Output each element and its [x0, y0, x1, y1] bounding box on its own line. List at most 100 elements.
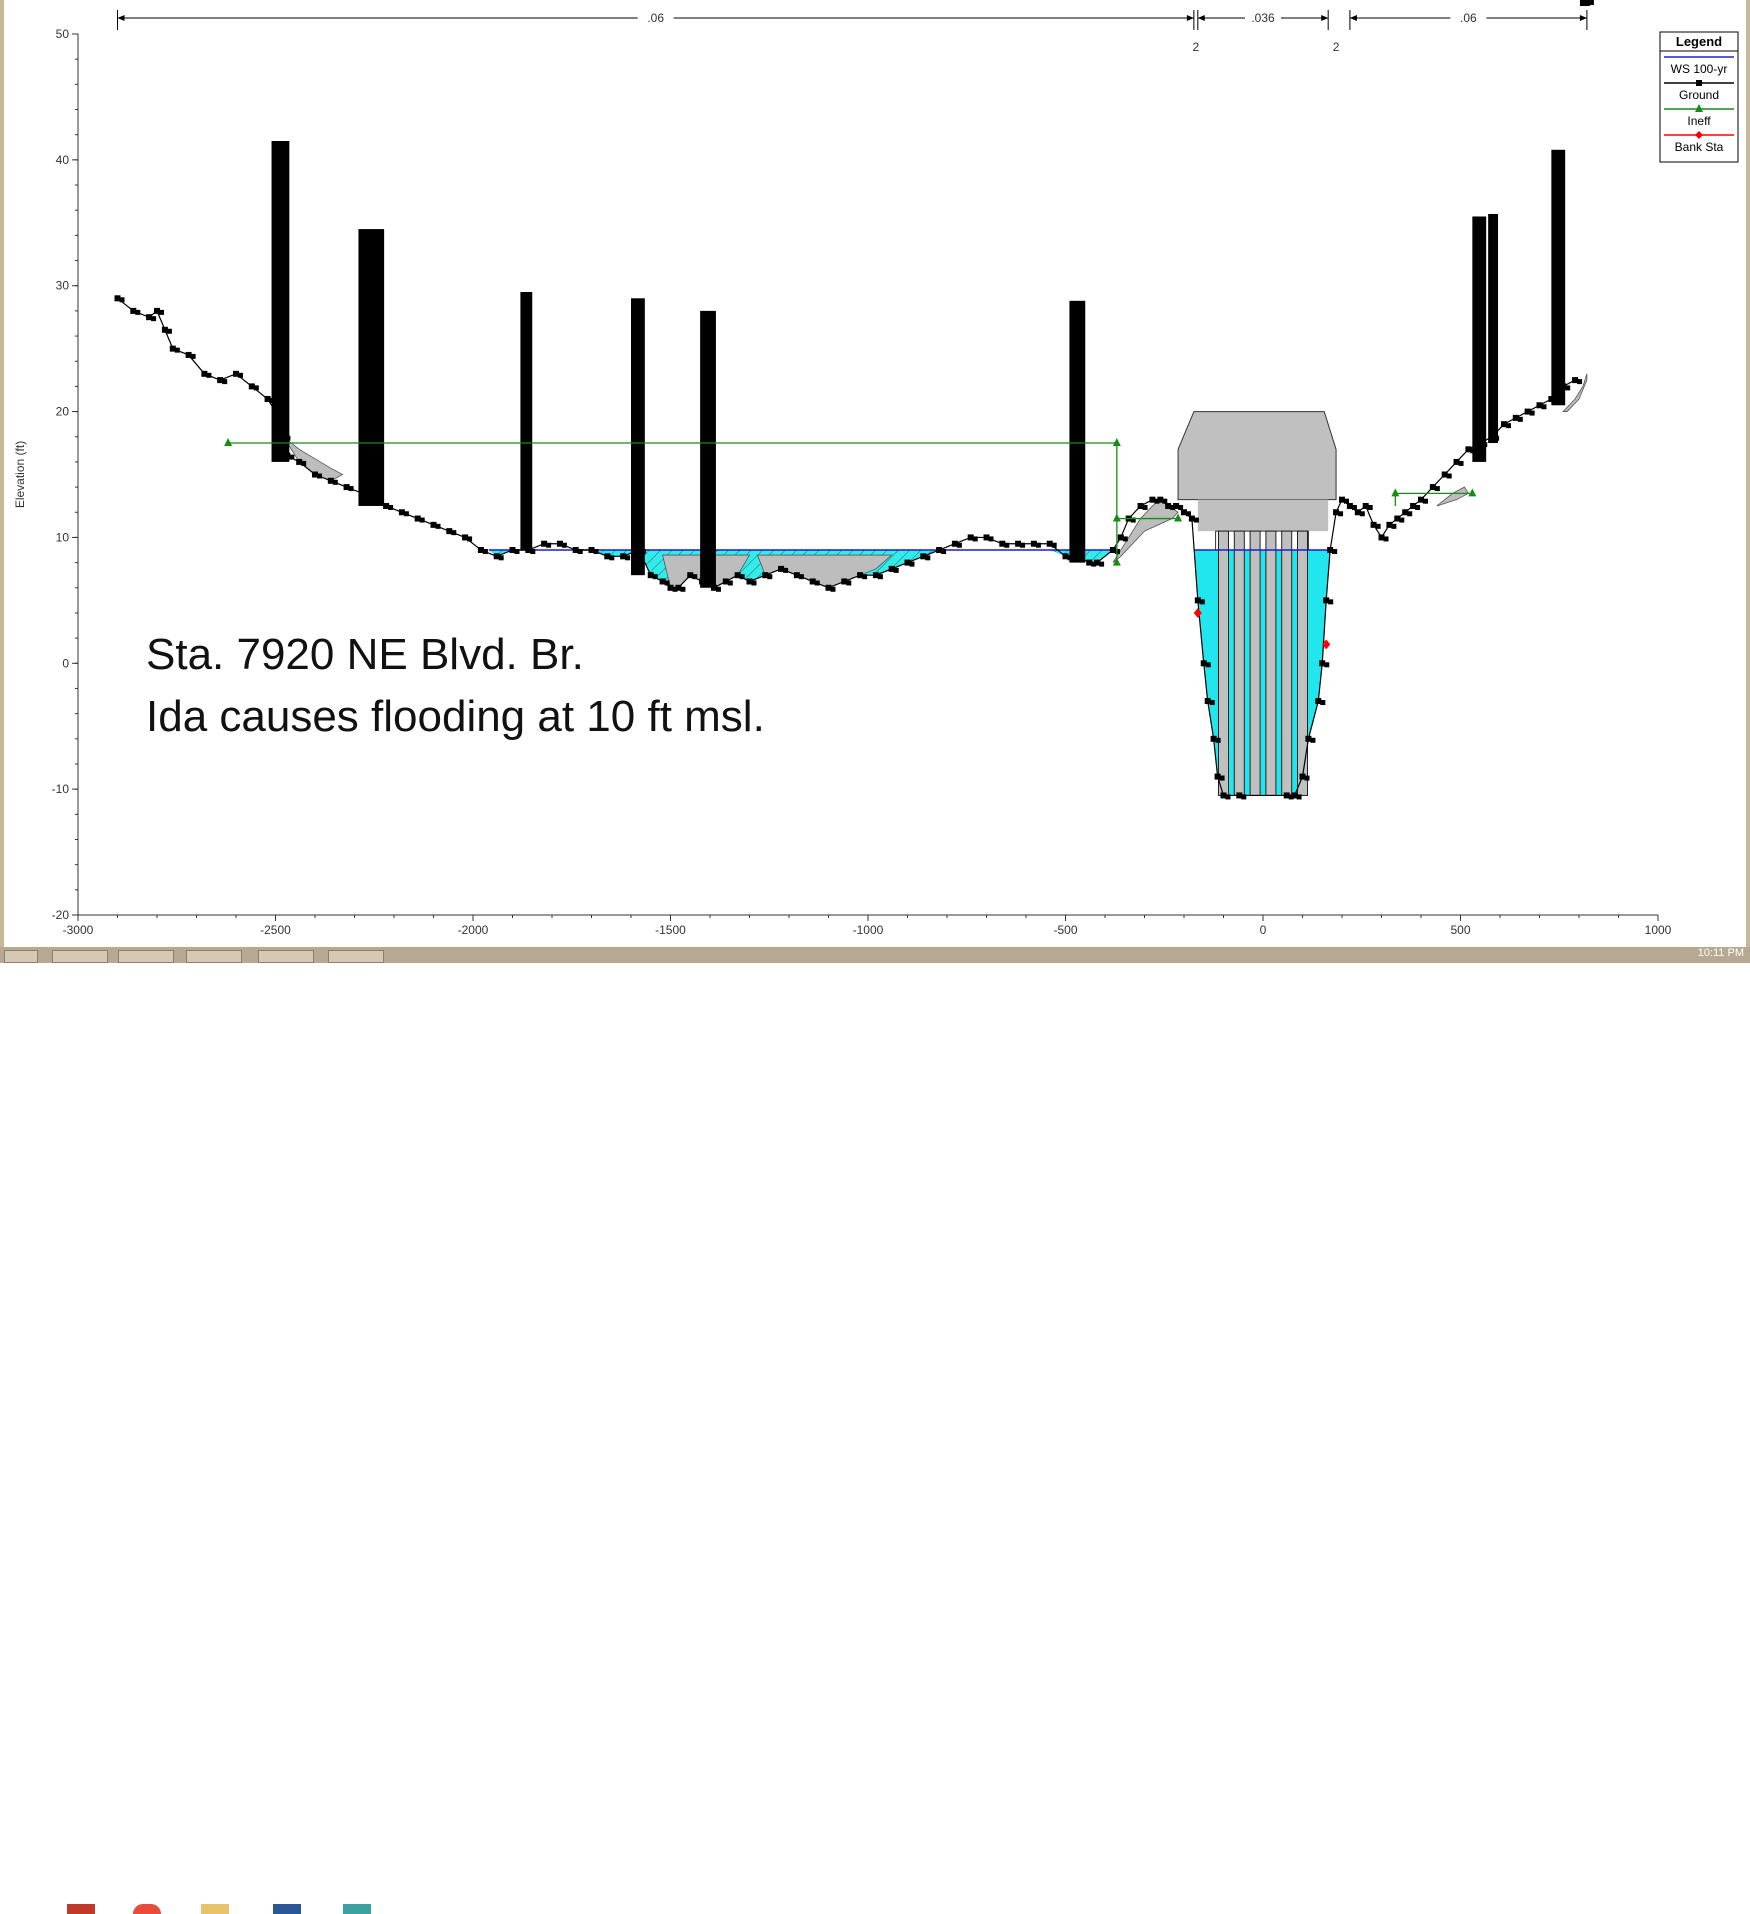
word-icon — [273, 1904, 301, 1914]
ineff-marker — [224, 438, 233, 447]
ground-point — [715, 586, 721, 592]
ground-point — [1588, 0, 1594, 5]
taskbar-app-3[interactable] — [186, 950, 242, 1914]
ground-point — [383, 502, 390, 509]
legend-box — [1659, 31, 1739, 163]
ground-point — [1391, 523, 1397, 529]
ground-point — [1362, 502, 1369, 509]
ground-point — [620, 553, 627, 560]
x-tick-label: 500 — [1450, 923, 1470, 937]
obstruction-block — [520, 292, 533, 551]
ground-point — [166, 328, 172, 334]
bank-station-marker — [1322, 639, 1331, 650]
ground-point — [862, 574, 868, 580]
x-tick-label: -1000 — [853, 923, 884, 937]
ground-point — [1458, 460, 1464, 466]
ground-point — [1225, 794, 1231, 800]
ground-point — [983, 534, 990, 541]
ground-point — [877, 574, 883, 580]
n-label-bg — [637, 10, 674, 25]
start-button[interactable] — [4, 950, 38, 963]
bridge-pier — [1281, 530, 1293, 796]
ground-point — [727, 580, 733, 586]
ground-point — [135, 309, 141, 315]
bridge-deck-lower — [1197, 499, 1329, 532]
ground-point — [999, 540, 1006, 547]
ground-point — [419, 517, 425, 523]
ground-point — [941, 549, 947, 555]
ground-point — [1291, 792, 1298, 799]
ground-point — [1214, 773, 1221, 780]
ground-point — [1327, 547, 1334, 554]
taskbar-app-1[interactable] — [52, 950, 108, 1914]
ground-point — [951, 540, 958, 547]
ground-point — [988, 536, 994, 542]
ground-point — [1035, 542, 1041, 548]
ground-point — [625, 555, 631, 561]
ground-point — [1170, 504, 1176, 510]
ground-point — [482, 549, 488, 555]
ground-point — [541, 540, 548, 547]
ground-point — [739, 574, 745, 580]
bridge-pier — [1297, 530, 1308, 796]
ground-point — [798, 574, 804, 580]
bridge-pier — [1233, 530, 1245, 796]
ground-point — [1332, 549, 1338, 555]
powerpoint-icon — [67, 1904, 95, 1914]
ground-point — [248, 383, 255, 390]
ground-point — [1194, 597, 1201, 604]
ground-point — [1441, 471, 1448, 478]
ineff-marker — [1112, 438, 1121, 447]
ground-point — [388, 504, 394, 510]
n-marker-label: 2 — [1333, 40, 1340, 54]
obstruction-block — [1488, 213, 1499, 444]
ground-point — [830, 586, 836, 592]
ground-point — [1219, 775, 1225, 781]
x-tick-label: -1500 — [655, 923, 686, 937]
ground-point — [190, 353, 196, 359]
ground-point — [1015, 540, 1022, 547]
obstruction-block — [1472, 216, 1487, 462]
ground-point — [467, 536, 473, 542]
ground-point — [253, 385, 259, 391]
obstruction-block — [358, 229, 385, 506]
obstruction-block — [271, 140, 290, 462]
taskbar — [0, 947, 1750, 963]
n-value-label: .06 — [647, 11, 664, 25]
ground-point — [588, 547, 595, 554]
ground-point — [146, 314, 153, 321]
ground-point — [841, 578, 848, 585]
ground-point — [936, 547, 943, 554]
ground-shade — [1562, 373, 1588, 412]
ground-point — [1283, 792, 1290, 799]
ground-point — [1157, 496, 1164, 503]
ground-point — [451, 530, 457, 536]
ground-point — [1572, 377, 1579, 384]
folder-icon — [201, 1904, 229, 1914]
ground-point — [825, 584, 832, 591]
ground-point — [1094, 559, 1101, 566]
ground-point — [609, 555, 615, 561]
taskbar-app-4[interactable] — [258, 950, 314, 1914]
y-tick-label: 0 — [62, 656, 69, 670]
taskbar-app-5[interactable] — [328, 950, 384, 1914]
ground-point — [1220, 792, 1227, 799]
ground-point — [509, 547, 516, 554]
taskbar-app-2[interactable] — [118, 950, 174, 1914]
x-tick-label: -2500 — [260, 923, 291, 937]
ground-point — [680, 586, 686, 592]
ineff-marker — [1391, 488, 1400, 497]
ground-point — [1199, 599, 1205, 605]
ground-point — [430, 521, 437, 528]
ground-point — [398, 509, 405, 516]
ground-point — [888, 565, 895, 572]
ground-point — [659, 578, 666, 585]
ineff-marker — [1174, 513, 1183, 522]
bridge-low-chord — [1215, 530, 1309, 551]
ground-point — [664, 580, 670, 586]
ineff-marker — [1112, 557, 1121, 566]
ground-point — [675, 584, 682, 591]
ground-point — [233, 370, 239, 377]
ground-point — [793, 572, 800, 579]
legend-marker — [1695, 104, 1703, 112]
